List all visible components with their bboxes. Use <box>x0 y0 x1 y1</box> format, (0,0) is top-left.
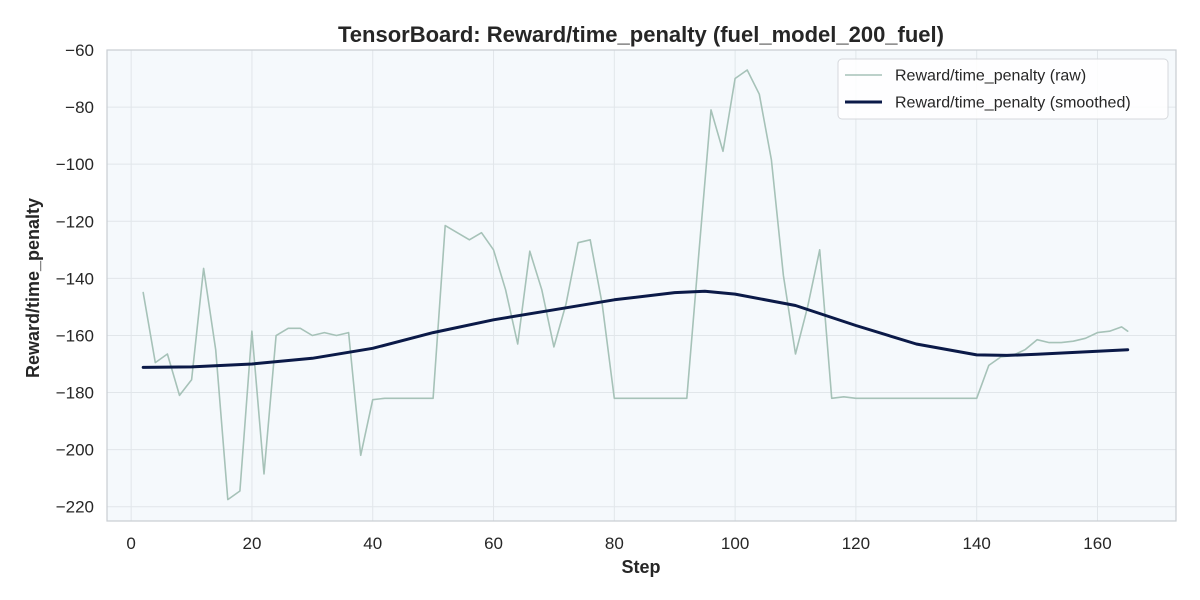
series-group <box>141 69 1130 501</box>
y-tick-label: −160 <box>56 326 94 345</box>
x-tick-label: 80 <box>605 534 624 553</box>
legend-label: Reward/time_penalty (smoothed) <box>895 95 1131 112</box>
legend-box <box>837 58 1169 120</box>
x-tick-label: 120 <box>842 534 870 553</box>
y-tick-label: −200 <box>56 441 94 460</box>
y-tick-label: −140 <box>56 269 94 288</box>
plot-background <box>107 50 1176 521</box>
x-tick-label: 160 <box>1083 534 1111 553</box>
plot-frame <box>106 49 1177 522</box>
x-tick-label: 0 <box>126 534 135 553</box>
grid <box>107 49 1176 521</box>
x-tick-label: 40 <box>363 534 382 553</box>
y-tick-label: −80 <box>65 98 94 117</box>
y-tick-label: −180 <box>56 384 94 403</box>
x-tick-label: 100 <box>721 534 749 553</box>
smoothed-series-line <box>141 289 1130 369</box>
y-tick-label: −60 <box>65 41 94 60</box>
y-tick-label: −220 <box>56 498 94 517</box>
legend: Reward/time_penalty (raw) Reward/time_pen… <box>837 58 1169 120</box>
x-axis-label: Step <box>621 557 660 577</box>
x-tick-label: 140 <box>963 534 991 553</box>
raw-series-line <box>142 69 1129 501</box>
y-tick-label: −100 <box>56 155 94 174</box>
x-tick-label: 60 <box>484 534 503 553</box>
y-tick-label: −120 <box>56 212 94 231</box>
y-axis-label: Reward/time_penalty <box>23 198 43 378</box>
chart-title: TensorBoard: Reward/time_penalty (fuel_m… <box>338 22 944 47</box>
legend-label: Reward/time_penalty (raw) <box>895 68 1086 85</box>
x-tick-label: 20 <box>242 534 261 553</box>
